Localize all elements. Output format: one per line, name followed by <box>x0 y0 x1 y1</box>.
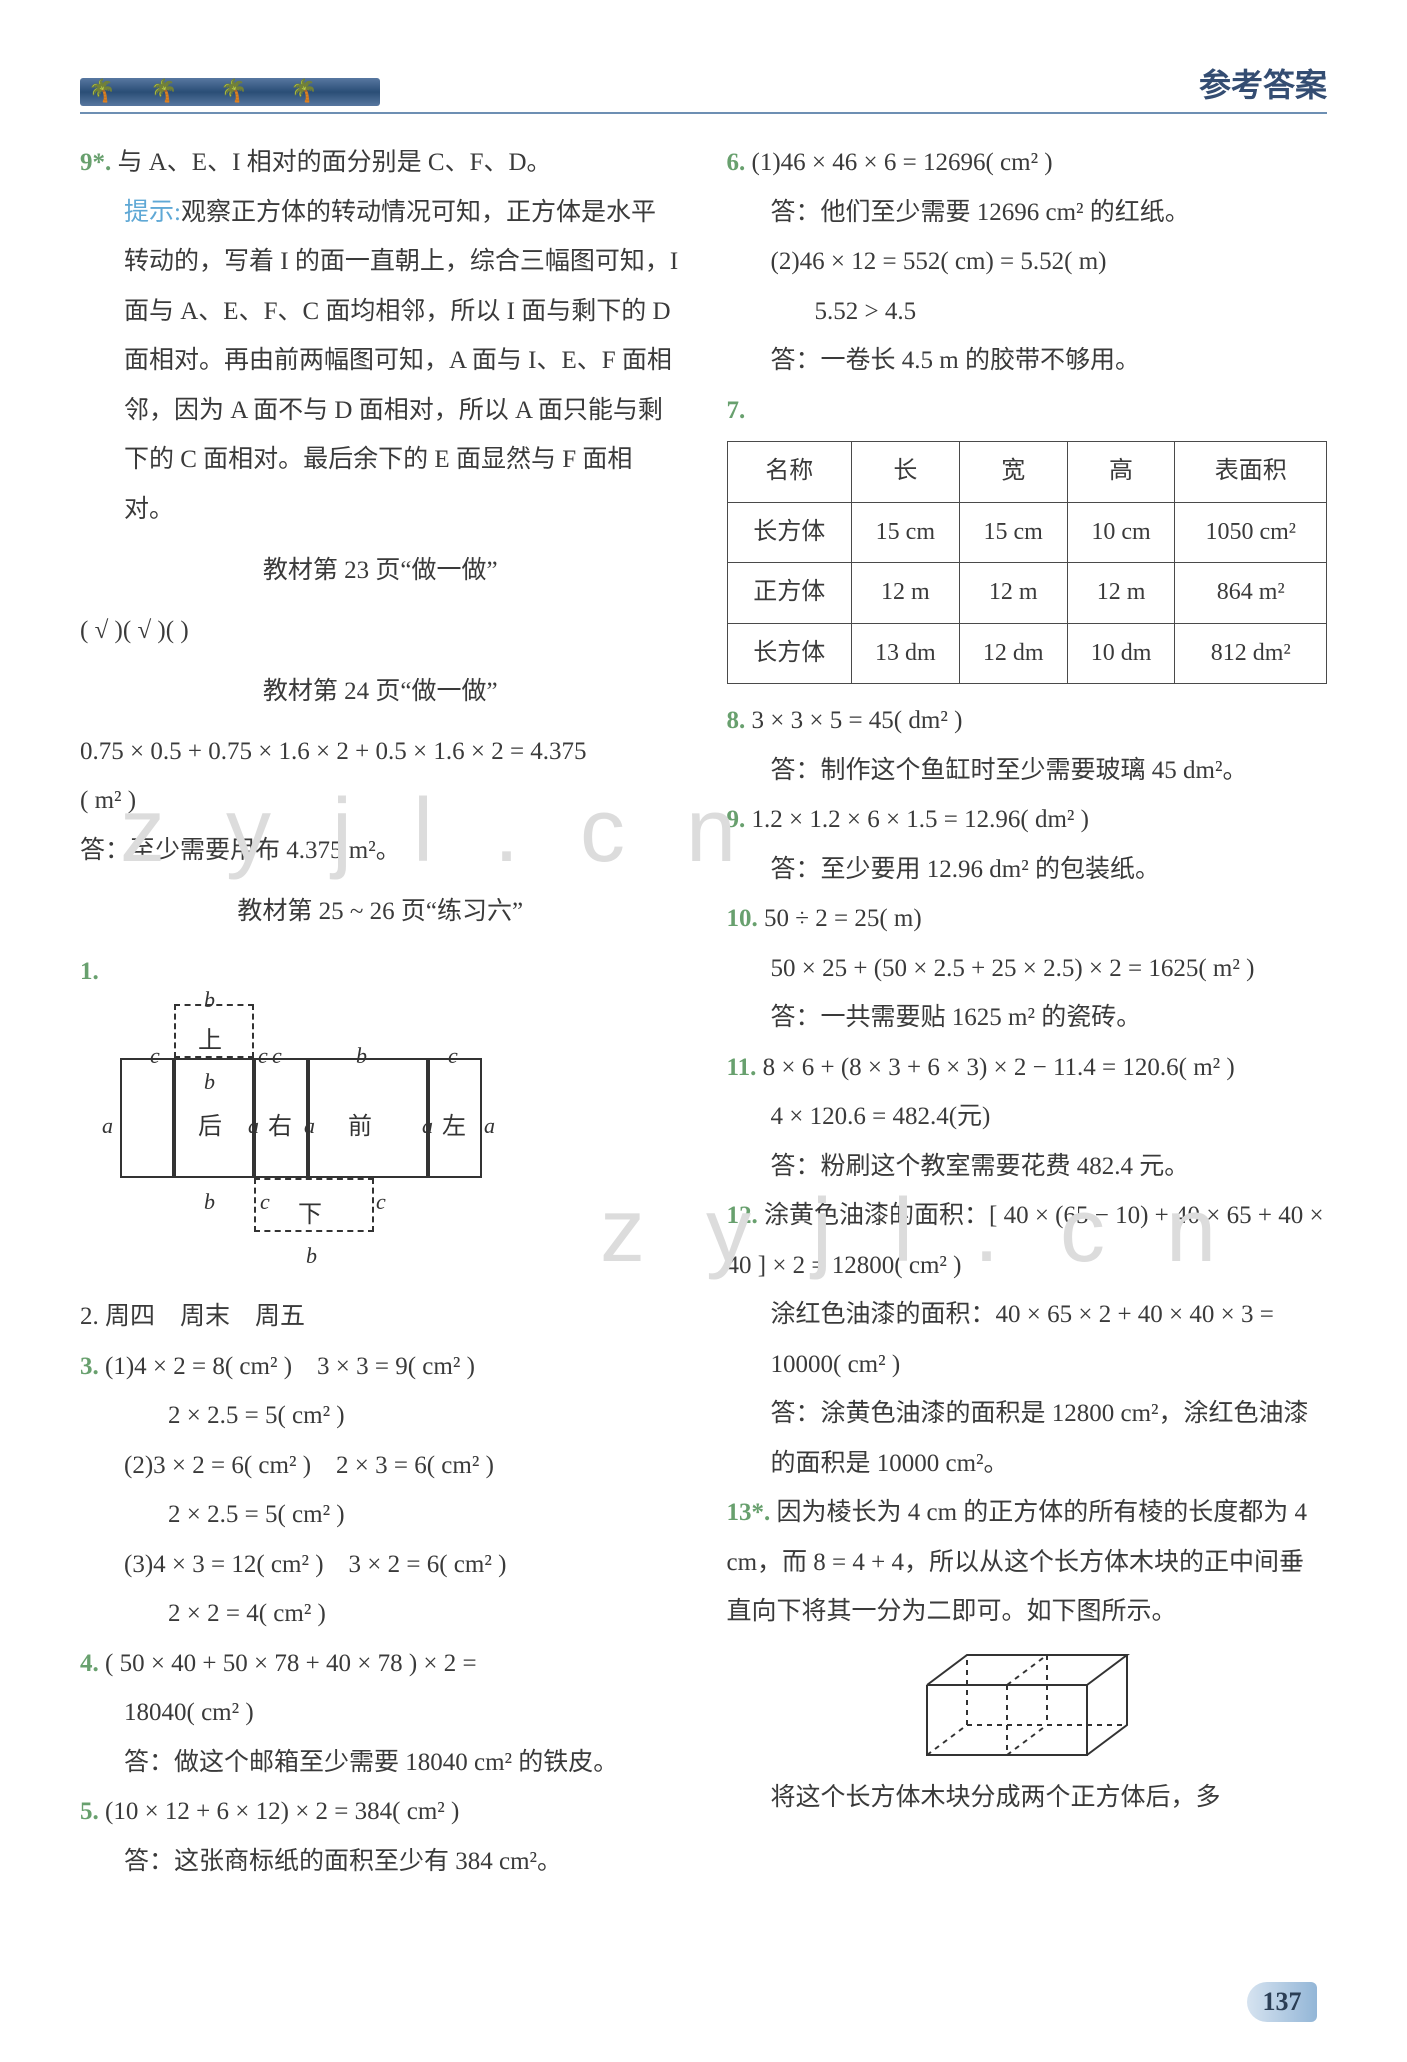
cuboid-diagram <box>917 1645 1137 1765</box>
q12-a: 涂黄色油漆的面积：[ 40 × (65 − 10) + 40 × 65 + 40… <box>727 1202 1324 1279</box>
q13-block: 13*. 因为棱长为 4 cm 的正方体的所有棱的长度都为 4 cm，而 8 =… <box>727 1488 1328 1637</box>
header-title: 参考答案 <box>1199 60 1327 106</box>
q6-2-ans: 答：一卷长 4.5 m 的胶带不够用。 <box>727 336 1328 386</box>
columns: 9*. 与 A、E、I 相对的面分别是 C、F、D。 提示:观察正方体的转动情况… <box>80 138 1327 1886</box>
table-row: 长方体 13 dm 12 dm 10 dm 812 dm² <box>727 623 1327 684</box>
q11-b: 4 × 120.6 = 482.4(元) <box>727 1092 1328 1142</box>
page-number-badge: 137 <box>1247 1982 1317 2022</box>
q9r-expr: 1.2 × 1.2 × 6 × 1.5 = 12.96( dm² ) <box>752 806 1090 833</box>
q13-a: 因为棱长为 4 cm 的正方体的所有棱的长度都为 4 cm，而 8 = 4 + … <box>727 1499 1308 1625</box>
q7-row: 7. <box>727 386 1328 436</box>
face-down: 下 <box>298 1192 322 1240</box>
q8-expr: 3 × 3 × 5 = 45( dm² ) <box>752 707 963 734</box>
band-25: 教材第 25 ~ 26 页“练习六” <box>80 887 681 937</box>
p23-checks: ( √ )( √ )( ) <box>80 606 681 656</box>
q10-answer: 答：一共需要贴 1625 m² 的瓷砖。 <box>727 993 1328 1043</box>
th-width: 宽 <box>959 442 1067 503</box>
q3-1b: 2 × 2.5 = 5( cm² ) <box>80 1391 681 1441</box>
hint-label: 提示: <box>124 199 181 226</box>
page-number: 137 <box>1263 1987 1302 2017</box>
q1-row: 1. <box>80 947 681 997</box>
q9r-answer: 答：至少要用 12.96 dm² 的包装纸。 <box>727 845 1328 895</box>
p24-expr: 0.75 × 0.5 + 0.75 × 1.6 × 2 + 0.5 × 1.6 … <box>80 727 681 777</box>
q10-num: 10. <box>727 905 758 932</box>
q11-block: 11. 8 × 6 + (8 × 3 + 6 × 3) × 2 − 11.4 =… <box>727 1043 1328 1192</box>
p24-answer: 答：至少需要用布 4.375 m²。 <box>80 826 681 876</box>
th-length: 长 <box>851 442 959 503</box>
table-row: 长方体 15 cm 15 cm 10 cm 1050 cm² <box>727 502 1327 563</box>
th-height: 高 <box>1067 442 1175 503</box>
q9r-block: 9. 1.2 × 1.2 × 6 × 1.5 = 12.96( dm² ) 答：… <box>727 795 1328 894</box>
q5-num: 5. <box>80 1798 99 1825</box>
q6-block: 6. (1)46 × 46 × 6 = 12696( cm² ) 答：他们至少需… <box>727 138 1328 386</box>
q9-num: 9*. <box>80 149 111 176</box>
face-up: 上 <box>198 1018 222 1066</box>
page-root: z y j l . c n z y j l . c n 🌴 🌴 🌴 🌴 参考答案… <box>0 0 1407 2062</box>
q12-block: 12. 涂黄色油漆的面积：[ 40 × (65 − 10) + 40 × 65 … <box>727 1191 1328 1488</box>
q5-answer: 答：这张商标纸的面积至少有 384 cm²。 <box>80 1837 681 1887</box>
q8-answer: 答：制作这个鱼缸时至少需要玻璃 45 dm²。 <box>727 746 1328 796</box>
q10-block: 10. 50 ÷ 2 = 25( m) 50 × 25 + (50 × 2.5 … <box>727 894 1328 1043</box>
band-23: 教材第 23 页“做一做” <box>80 546 681 596</box>
q8-block: 8. 3 × 3 × 5 = 45( dm² ) 答：制作这个鱼缸时至少需要玻璃… <box>727 696 1328 795</box>
q3-1a: (1)4 × 2 = 8( cm² ) 3 × 3 = 9( cm² ) <box>105 1353 475 1380</box>
q9-line: 与 A、E、I 相对的面分别是 C、F、D。 <box>118 149 552 176</box>
left-column: 9*. 与 A、E、I 相对的面分别是 C、F、D。 提示:观察正方体的转动情况… <box>80 138 681 1886</box>
face-right: 右 <box>268 1104 292 1152</box>
q3-2a: (2)3 × 2 = 6( cm² ) 2 × 3 = 6( cm² ) <box>80 1441 681 1491</box>
q12-answer: 答：涂黄色油漆的面积是 12800 cm²，涂红色油漆的面积是 10000 cm… <box>727 1389 1328 1488</box>
cube-unfold-diagram: 上 后 右 前 左 下 b c c c b c b a a a a a b <box>120 1004 560 1284</box>
q9r-num: 9. <box>727 806 746 833</box>
table-row: 正方体 12 m 12 m 12 m 864 m² <box>727 563 1327 624</box>
th-area: 表面积 <box>1175 442 1327 503</box>
q4-expr: ( 50 × 40 + 50 × 78 + 40 × 78 ) × 2 = <box>105 1650 477 1677</box>
q13-b: 将这个长方体木块分成两个正方体后，多 <box>727 1773 1328 1823</box>
q7-table: 名称 长 宽 高 表面积 长方体 15 cm 15 cm 10 cm 1050 … <box>727 441 1328 684</box>
page-header: 🌴 🌴 🌴 🌴 参考答案 <box>80 60 1327 114</box>
q12-b: 涂红色油漆的面积：40 × 65 × 2 + 40 × 40 × 3 = 100… <box>727 1290 1328 1389</box>
band-24: 教材第 24 页“做一做” <box>80 667 681 717</box>
face-back: 后 <box>198 1104 222 1152</box>
q12-num: 12. <box>727 1202 758 1229</box>
q10-b: 50 × 25 + (50 × 2.5 + 25 × 2.5) × 2 = 16… <box>727 944 1328 994</box>
q10-a: 50 ÷ 2 = 25( m) <box>764 905 922 932</box>
q6-1-ans: 答：他们至少需要 12696 cm² 的红纸。 <box>727 188 1328 238</box>
p24-unit: ( m² ) <box>80 776 681 826</box>
q8-num: 8. <box>727 707 746 734</box>
q11-a: 8 × 6 + (8 × 3 + 6 × 3) × 2 − 11.4 = 120… <box>763 1054 1235 1081</box>
q2: 2. 周四 周末 周五 <box>80 1292 681 1342</box>
q4-result: 18040( cm² ) <box>80 1688 681 1738</box>
q3-num: 3. <box>80 1353 99 1380</box>
q4-answer: 答：做这个邮箱至少需要 18040 cm² 的铁皮。 <box>80 1738 681 1788</box>
q11-answer: 答：粉刷这个教室需要花费 482.4 元。 <box>727 1142 1328 1192</box>
q5-block: 5. (10 × 12 + 6 × 12) × 2 = 384( cm² ) 答… <box>80 1787 681 1886</box>
q6-num: 6. <box>727 149 746 176</box>
right-column: 6. (1)46 × 46 × 6 = 12696( cm² ) 答：他们至少需… <box>727 138 1328 1886</box>
q6-1: (1)46 × 46 × 6 = 12696( cm² ) <box>752 149 1053 176</box>
q6-2: (2)46 × 12 = 552( cm) = 5.52( m) <box>727 237 1328 287</box>
q6-2b: 5.52 > 4.5 <box>727 287 1328 337</box>
hint-body: 观察正方体的转动情况可知，正方体是水平转动的，写着 I 的面一直朝上，综合三幅图… <box>124 199 678 523</box>
q3-3b: 2 × 2 = 4( cm² ) <box>80 1589 681 1639</box>
th-name: 名称 <box>727 442 851 503</box>
q9-hint: 提示:观察正方体的转动情况可知，正方体是水平转动的，写着 I 的面一直朝上，综合… <box>80 188 681 535</box>
header-deco-band: 🌴 🌴 🌴 🌴 <box>80 78 380 106</box>
q3-2b: 2 × 2.5 = 5( cm² ) <box>80 1490 681 1540</box>
q7-num: 7. <box>727 397 746 424</box>
q4-block: 4. ( 50 × 40 + 50 × 78 + 40 × 78 ) × 2 =… <box>80 1639 681 1788</box>
q4-num: 4. <box>80 1650 99 1677</box>
q13-num: 13*. <box>727 1499 771 1526</box>
q5-expr: (10 × 12 + 6 × 12) × 2 = 384( cm² ) <box>105 1798 459 1825</box>
face-left: 左 <box>442 1104 466 1152</box>
q1-num: 1. <box>80 958 99 985</box>
q9-block: 9*. 与 A、E、I 相对的面分别是 C、F、D。 <box>80 138 681 188</box>
q3-block: 3. (1)4 × 2 = 8( cm² ) 3 × 3 = 9( cm² ) … <box>80 1342 681 1639</box>
q11-num: 11. <box>727 1054 757 1081</box>
table-header-row: 名称 长 宽 高 表面积 <box>727 442 1327 503</box>
q3-3a: (3)4 × 3 = 12( cm² ) 3 × 2 = 6( cm² ) <box>80 1540 681 1590</box>
face-front: 前 <box>348 1104 372 1152</box>
